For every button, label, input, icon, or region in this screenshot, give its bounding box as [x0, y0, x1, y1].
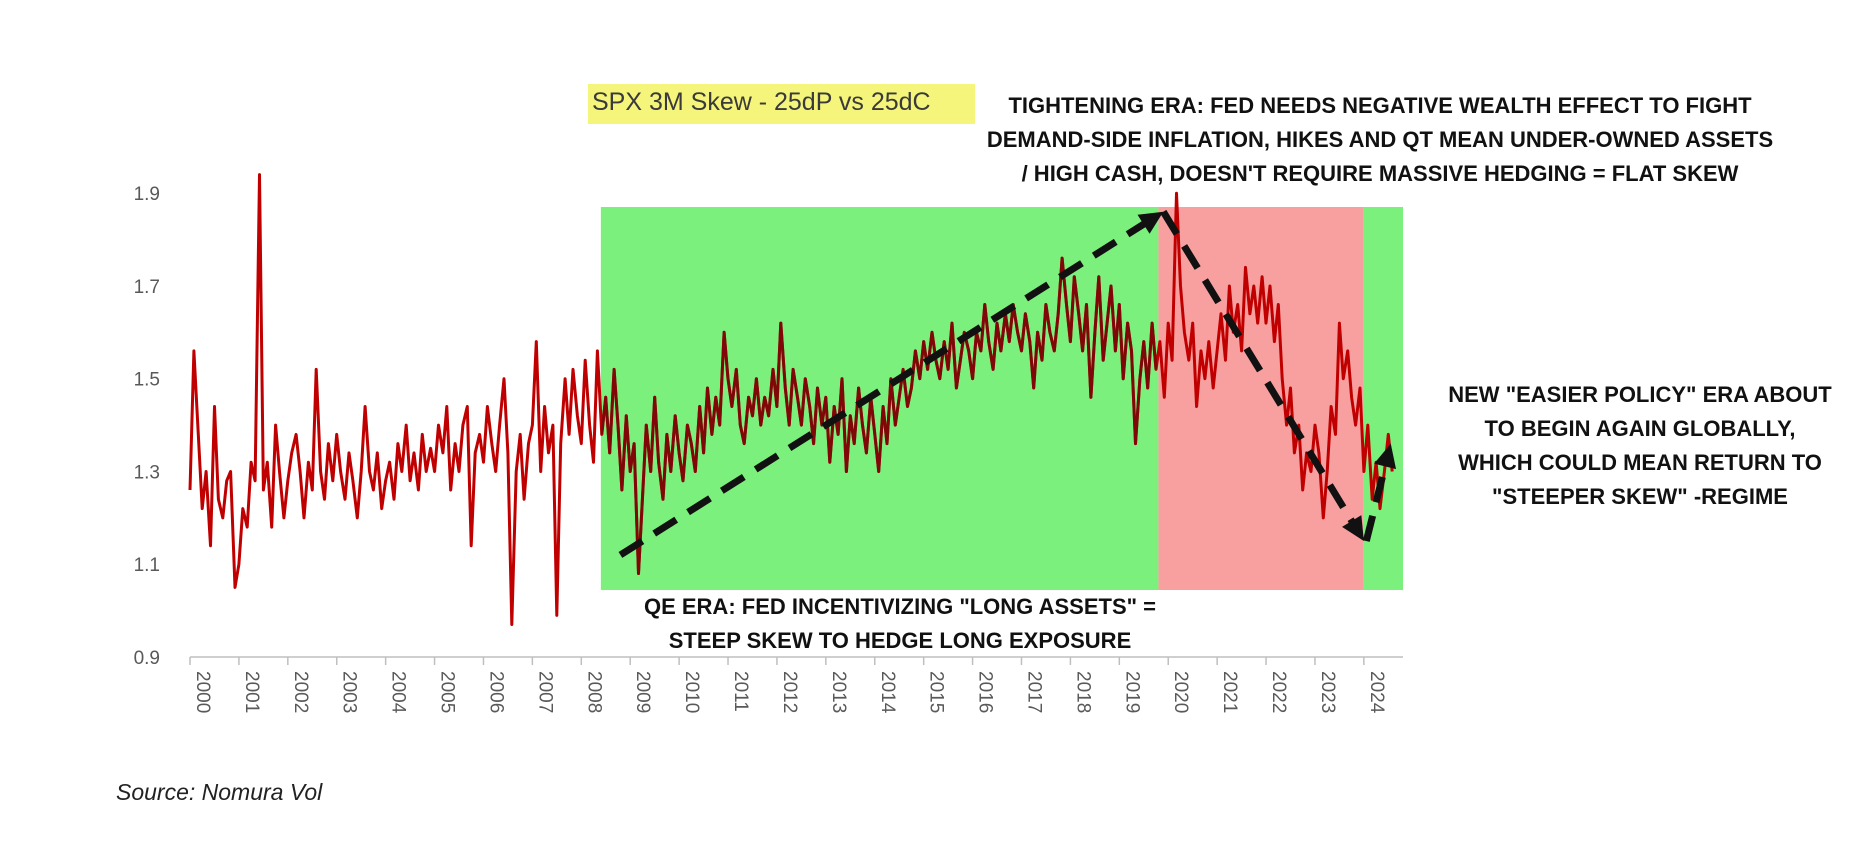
trend-arrow-head — [1137, 211, 1164, 234]
x-tick-label: 2001 — [241, 671, 262, 713]
x-tick-label: 2007 — [534, 671, 555, 713]
annotation-line: WHICH COULD MEAN RETURN TO — [1458, 450, 1822, 475]
x-tick-label: 2017 — [1023, 671, 1044, 713]
annotation-line: STEEP SKEW TO HEDGE LONG EXPOSURE — [668, 628, 1132, 653]
y-tick-label: 1.1 — [134, 555, 160, 576]
x-tick-label: 2011 — [730, 671, 751, 712]
x-tick-label: 2000 — [192, 671, 213, 713]
annotation-line: QE ERA: FED INCENTIVIZING "LONG ASSETS" … — [643, 594, 1157, 619]
annotation-line: NEW "EASIER POLICY" ERA ABOUT — [1448, 382, 1832, 407]
x-tick-label: 2004 — [388, 671, 409, 714]
x-tick-label: 2019 — [1121, 671, 1142, 713]
annotation-line: TIGHTENING ERA: FED NEEDS NEGATIVE WEALT… — [1008, 93, 1752, 118]
trend-arrow-head — [1374, 443, 1397, 470]
x-tick-label: 2024 — [1366, 671, 1387, 714]
x-tick-label: 2012 — [779, 671, 800, 713]
title-highlight — [588, 84, 975, 124]
x-tick-label: 2013 — [828, 671, 849, 713]
era-regions — [600, 207, 1403, 590]
x-tick-label: 2008 — [583, 671, 604, 713]
x-tick-label: 2020 — [1170, 671, 1191, 713]
annotation-line: DEMAND-SIDE INFLATION, HIKES AND QT MEAN… — [986, 127, 1774, 152]
x-tick-label: 2002 — [290, 671, 311, 713]
x-tick-label: 2005 — [437, 671, 458, 713]
era-region — [1158, 207, 1364, 590]
x-tick-label: 2003 — [339, 671, 360, 713]
trend-arrow-head — [1342, 515, 1364, 542]
x-tick-label: 2022 — [1268, 671, 1289, 713]
trend-arrow-shaft — [1160, 209, 1357, 526]
y-tick-label: 0.9 — [134, 648, 160, 669]
x-tick-label: 2006 — [485, 671, 506, 713]
x-tick-label: 2015 — [926, 671, 947, 713]
x-tick-label: 2021 — [1219, 671, 1240, 713]
trend-arrow-shaft — [1362, 462, 1390, 542]
chart-title: SPX 3M Skew - 25dP vs 25dC — [592, 88, 931, 116]
trend-arrows — [618, 209, 1397, 558]
new-era-annotation: NEW "EASIER POLICY" ERA ABOUT TO BEGIN A… — [1410, 378, 1870, 514]
x-tick-label: 2009 — [632, 671, 653, 713]
x-tick-label: 2023 — [1317, 671, 1338, 713]
annotation-line: TO BEGIN AGAIN GLOBALLY, — [1484, 416, 1796, 441]
qe-era-annotation: QE ERA: FED INCENTIVIZING "LONG ASSETS" … — [610, 590, 1190, 658]
y-tick-label: 1.5 — [134, 370, 160, 391]
y-tick-label: 1.3 — [134, 462, 160, 483]
x-tick-label: 2018 — [1072, 671, 1093, 713]
y-tick-label: 1.7 — [134, 277, 160, 298]
y-tick-label: 1.9 — [134, 184, 160, 205]
source-note: Source: Nomura Vol — [116, 779, 323, 805]
axes: 0.9 1.1 1.3 1.5 1.7 1.9 2000 2001 2002 2003 2004 20… — [134, 184, 1403, 714]
x-tick-label: 2014 — [877, 671, 898, 714]
x-tick-label: 2016 — [975, 671, 996, 713]
x-tick-label: 2010 — [681, 671, 702, 713]
trend-arrow-shaft — [618, 219, 1148, 558]
tightening-era-annotation: TIGHTENING ERA: FED NEEDS NEGATIVE WEALT… — [940, 89, 1820, 191]
annotation-line: "STEEPER SKEW" -REGIME — [1492, 484, 1788, 509]
annotation-line: / HIGH CASH, DOESN'T REQUIRE MASSIVE HED… — [1021, 161, 1739, 186]
